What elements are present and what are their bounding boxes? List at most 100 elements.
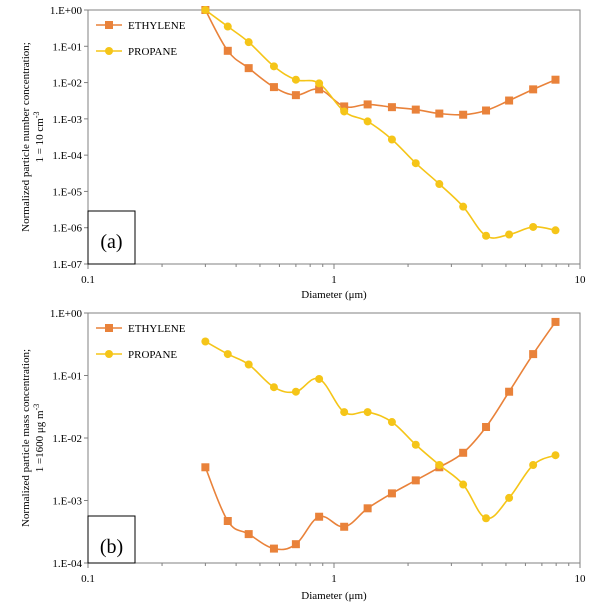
data-point (244, 530, 253, 539)
data-point (223, 516, 232, 525)
data-point (551, 75, 560, 84)
data-point (411, 440, 420, 449)
y-axis-label: Normalized particle mass concentration; 1… (20, 349, 46, 527)
data-point (435, 180, 444, 189)
data-point (387, 103, 396, 112)
data-point (459, 448, 468, 457)
data-point (482, 514, 491, 523)
panel-label: (a) (100, 231, 122, 253)
data-point (363, 504, 372, 513)
series-line (204, 321, 557, 551)
data-point (551, 451, 560, 460)
legend-marker (105, 324, 113, 332)
data-point (482, 422, 491, 431)
y-tick-label: 1.E-04 (52, 558, 82, 570)
data-point (340, 102, 349, 111)
data-point (315, 79, 324, 88)
data-point (340, 107, 349, 116)
data-point (201, 6, 210, 14)
data-point (363, 117, 372, 126)
data-point (244, 64, 253, 73)
y-axis-label: Normalized particle number concentration… (20, 42, 46, 232)
panel-label: (b) (100, 536, 123, 558)
x-tick-label: 1 (331, 274, 337, 286)
data-point (505, 230, 514, 239)
data-point (459, 110, 468, 119)
series-ethylene (201, 6, 560, 119)
y-tick-label: 1.E-01 (52, 41, 82, 53)
data-point (291, 540, 300, 549)
data-point (529, 222, 538, 231)
data-point (291, 387, 300, 396)
y-tick-label: 1.E-03 (52, 114, 82, 126)
x-axis-label: Diameter (μm) (301, 590, 367, 602)
y-axis-label-line2: 1 = 10 cm-3 (32, 111, 46, 162)
data-point (505, 96, 514, 105)
data-point (551, 226, 560, 235)
legend-entry-ethylene: ETHYLENE (96, 323, 186, 335)
y-axis-label-line1: Normalized particle number concentration… (20, 42, 32, 232)
data-point (551, 317, 560, 326)
data-point (411, 105, 420, 114)
series-propane (201, 6, 560, 240)
y-axis-label-line1: Normalized particle mass concentration; (20, 349, 32, 527)
legend-marker (105, 21, 113, 29)
data-point (529, 460, 538, 469)
data-point (363, 408, 372, 417)
data-point (223, 350, 232, 359)
data-point (223, 46, 232, 55)
y-tick-label: 1.E+00 (50, 5, 83, 17)
data-point (459, 202, 468, 211)
chart-panel-a: 1.E+00 1.E-01 1.E-02 1.E-03 1.E-04 1.E-05 1.E-… (20, 5, 586, 301)
data-point (482, 231, 491, 240)
series-line (204, 340, 556, 520)
y-tick-label: 1.E-01 (52, 371, 82, 383)
data-point (269, 62, 278, 71)
data-point (201, 337, 210, 346)
data-point (482, 106, 491, 115)
legend-label: PROPANE (128, 349, 177, 361)
legend-marker (105, 47, 113, 55)
data-point (387, 135, 396, 144)
panel-label-box (87, 515, 136, 564)
y-axis-label-line2: 1 =1600 μg m-3 (32, 404, 46, 473)
data-point (340, 408, 349, 417)
data-point (411, 476, 420, 485)
data-point (244, 360, 253, 369)
x-tick-label: 10 (575, 274, 587, 286)
y-tick-label: 1.E-03 (52, 496, 82, 508)
data-point (315, 85, 324, 94)
data-point (291, 91, 300, 100)
data-point (435, 109, 444, 118)
data-point (223, 22, 232, 31)
data-point (505, 387, 514, 396)
y-tick-label: 1.E-07 (52, 259, 82, 271)
legend-entry-ethylene: ETHYLENE (96, 20, 186, 32)
x-tick-label: 1 (331, 573, 337, 585)
data-point (529, 350, 538, 359)
y-tick-label: 1.E+00 (50, 308, 83, 320)
data-point (363, 100, 372, 109)
legend-label: ETHYLENE (128, 20, 186, 32)
data-point (201, 463, 210, 472)
legend-entry-propane: PROPANE (96, 46, 177, 58)
x-tick-label: 0.1 (81, 274, 95, 286)
data-point (340, 522, 349, 531)
data-point (387, 489, 396, 498)
y-tick-label: 1.E-04 (52, 150, 82, 162)
data-point (505, 493, 514, 502)
y-tick-label: 1.E-02 (52, 433, 82, 445)
panel-label-box (87, 210, 136, 265)
series-propane (201, 337, 560, 523)
series-line (204, 9, 556, 116)
data-point (315, 512, 324, 521)
data-point (315, 374, 324, 383)
legend-entry-propane: PROPANE (96, 349, 177, 361)
series-line (204, 9, 556, 239)
data-point (459, 480, 468, 489)
x-tick-label: 10 (575, 573, 587, 585)
y-tick-label: 1.E-05 (52, 186, 82, 198)
data-point (529, 85, 538, 94)
data-point (411, 159, 420, 168)
